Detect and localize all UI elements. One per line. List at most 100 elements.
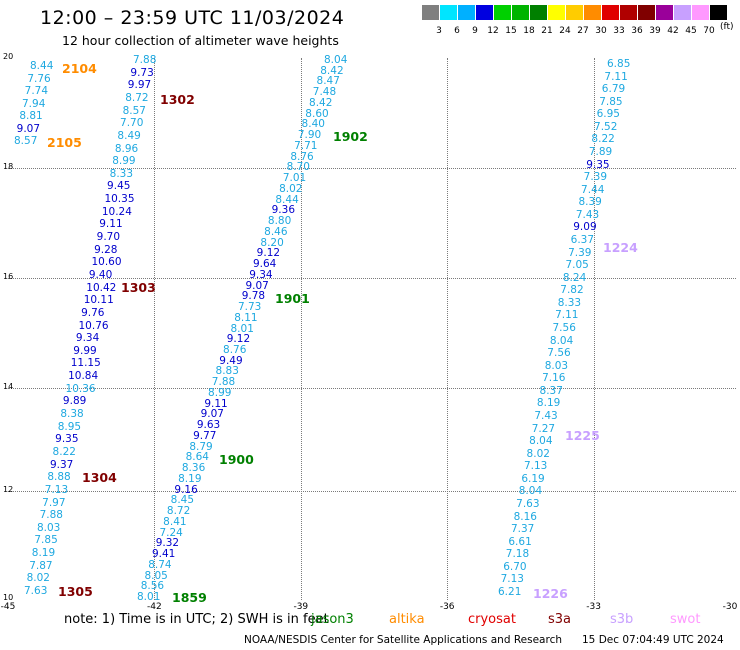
- legend-swatch: [566, 5, 584, 20]
- wave-height-value: 7.82: [560, 284, 584, 297]
- wave-height-value: 8.95: [57, 420, 82, 433]
- wave-height-value: 8.72: [125, 91, 149, 104]
- wave-height-value: 8.38: [60, 408, 84, 420]
- legend-label: 39: [649, 26, 661, 36]
- legend-swatch: [422, 5, 440, 20]
- legend-swatch: [476, 5, 494, 20]
- wave-height-value: 7.16: [542, 372, 566, 385]
- legend-swatch: [710, 5, 728, 20]
- wave-height-value: 7.88: [133, 54, 157, 66]
- wave-height-value: 8.60: [305, 107, 329, 120]
- wave-height-value: 8.57: [14, 135, 38, 147]
- wave-height-value: 8.44: [275, 193, 299, 206]
- wave-height-value: 9.76: [81, 306, 105, 319]
- wave-height-value: 8.04: [324, 54, 348, 66]
- wave-height-value: 8.24: [562, 271, 587, 284]
- legend-swatch: [494, 5, 512, 20]
- wave-height-value: 8.99: [112, 155, 136, 168]
- wave-height-value: 6.79: [601, 83, 626, 96]
- wave-height-value: 9.11: [99, 218, 123, 231]
- longitude-label: -45: [0, 602, 16, 612]
- wave-height-value: 9.12: [226, 333, 251, 346]
- wave-height-value: 9.16: [174, 483, 198, 496]
- wave-height-value: 6.70: [503, 560, 527, 573]
- wave-height-value: 11.15: [70, 357, 101, 370]
- latitude-label: 18: [3, 162, 14, 171]
- wave-height-value: 8.64: [185, 451, 209, 464]
- longitude-label: -42: [147, 602, 162, 612]
- pass-time-label: 1303: [121, 280, 156, 295]
- wave-height-value: 7.97: [42, 496, 66, 509]
- grid-line-horizontal: [8, 388, 736, 389]
- pass-time-label: 1305: [58, 584, 93, 599]
- wave-height-value: 8.16: [513, 510, 537, 523]
- wave-height-value: 7.39: [583, 171, 608, 184]
- wave-height-value: 9.41: [151, 548, 176, 561]
- wave-height-value: 9.35: [55, 433, 79, 446]
- wave-height-value: 7.11: [604, 70, 628, 83]
- wave-height-value: 8.04: [529, 435, 553, 448]
- legend-label: 12: [487, 26, 499, 36]
- wave-height-value: 8.22: [52, 445, 76, 458]
- pass-time-label: 1902: [333, 129, 368, 144]
- legend-swatch: [638, 5, 656, 20]
- pass-time-label: 1302: [160, 92, 195, 107]
- wave-height-value: 6.95: [596, 108, 620, 121]
- legend-swatch: [530, 5, 548, 20]
- wave-height-value: 9.70: [96, 231, 121, 243]
- wave-height-value: 9.11: [204, 397, 228, 410]
- legend-label: 9: [472, 26, 478, 36]
- grid-line-vertical: [593, 58, 595, 600]
- wave-height-value: 8.05: [144, 569, 168, 582]
- pass-time-label: 1900: [219, 452, 254, 467]
- satellite-key-item: swot: [670, 612, 701, 627]
- wave-height-value: 8.80: [267, 215, 292, 228]
- wave-height-value: 6.21: [498, 586, 522, 598]
- legend-label: 33: [613, 26, 625, 36]
- wave-height-value: 8.39: [578, 196, 602, 209]
- wave-height-value: 7.24: [159, 526, 183, 539]
- wave-height-value: 7.01: [282, 172, 307, 185]
- legend-label: 15: [505, 26, 517, 36]
- credit-text: NOAA/NESDIS Center for Satellite Applica…: [244, 634, 562, 646]
- wave-height-value: 7.44: [581, 183, 605, 196]
- legend-label: 18: [523, 26, 535, 36]
- wave-height-value: 7.89: [588, 146, 613, 158]
- latitude-label: 16: [3, 272, 14, 281]
- wave-height-value: 7.11: [555, 309, 579, 322]
- wave-height-value: 9.07: [245, 279, 269, 292]
- wave-height-value: 10.35: [104, 193, 135, 206]
- longitude-label: -33: [586, 602, 601, 612]
- pass-time-label: 2105: [47, 135, 82, 150]
- wave-height-value: 7.63: [516, 498, 540, 510]
- wave-height-value: 8.03: [544, 359, 569, 372]
- wave-height-value: 8.47: [316, 75, 340, 88]
- wave-height-value: 9.34: [249, 268, 273, 281]
- wave-height-value: 8.36: [181, 462, 206, 475]
- legend-label: 30: [595, 26, 607, 36]
- pass-time-label: 1859: [172, 590, 207, 605]
- wave-height-value: 7.88: [39, 509, 63, 522]
- legend-swatch: [548, 5, 566, 20]
- legend-swatch: [620, 5, 638, 20]
- grid-line-vertical: [154, 58, 156, 600]
- legend-swatch: [440, 5, 458, 20]
- wave-height-value: 9.32: [155, 537, 180, 550]
- pass-time-label: 1304: [82, 470, 117, 485]
- wave-height-value: 8.46: [264, 225, 288, 238]
- wave-height-value: 7.94: [22, 97, 46, 110]
- wave-height-value: 8.76: [223, 343, 247, 356]
- wave-height-value: 6.61: [508, 535, 532, 548]
- wave-height-value: 7.18: [505, 548, 530, 561]
- legend-swatch: [458, 5, 476, 20]
- wave-height-value: 9.40: [88, 268, 113, 281]
- wave-height-value: 8.11: [234, 311, 258, 324]
- wave-height-value: 7.87: [29, 559, 53, 572]
- wave-height-value: 8.20: [260, 236, 284, 249]
- wave-height-value: 7.73: [237, 301, 262, 314]
- legend-swatch: [674, 5, 692, 20]
- wave-height-value: 8.99: [208, 386, 232, 399]
- legend-label: 21: [541, 26, 553, 36]
- wave-height-value: 9.28: [94, 243, 118, 256]
- wave-height-value: 8.01: [137, 591, 161, 603]
